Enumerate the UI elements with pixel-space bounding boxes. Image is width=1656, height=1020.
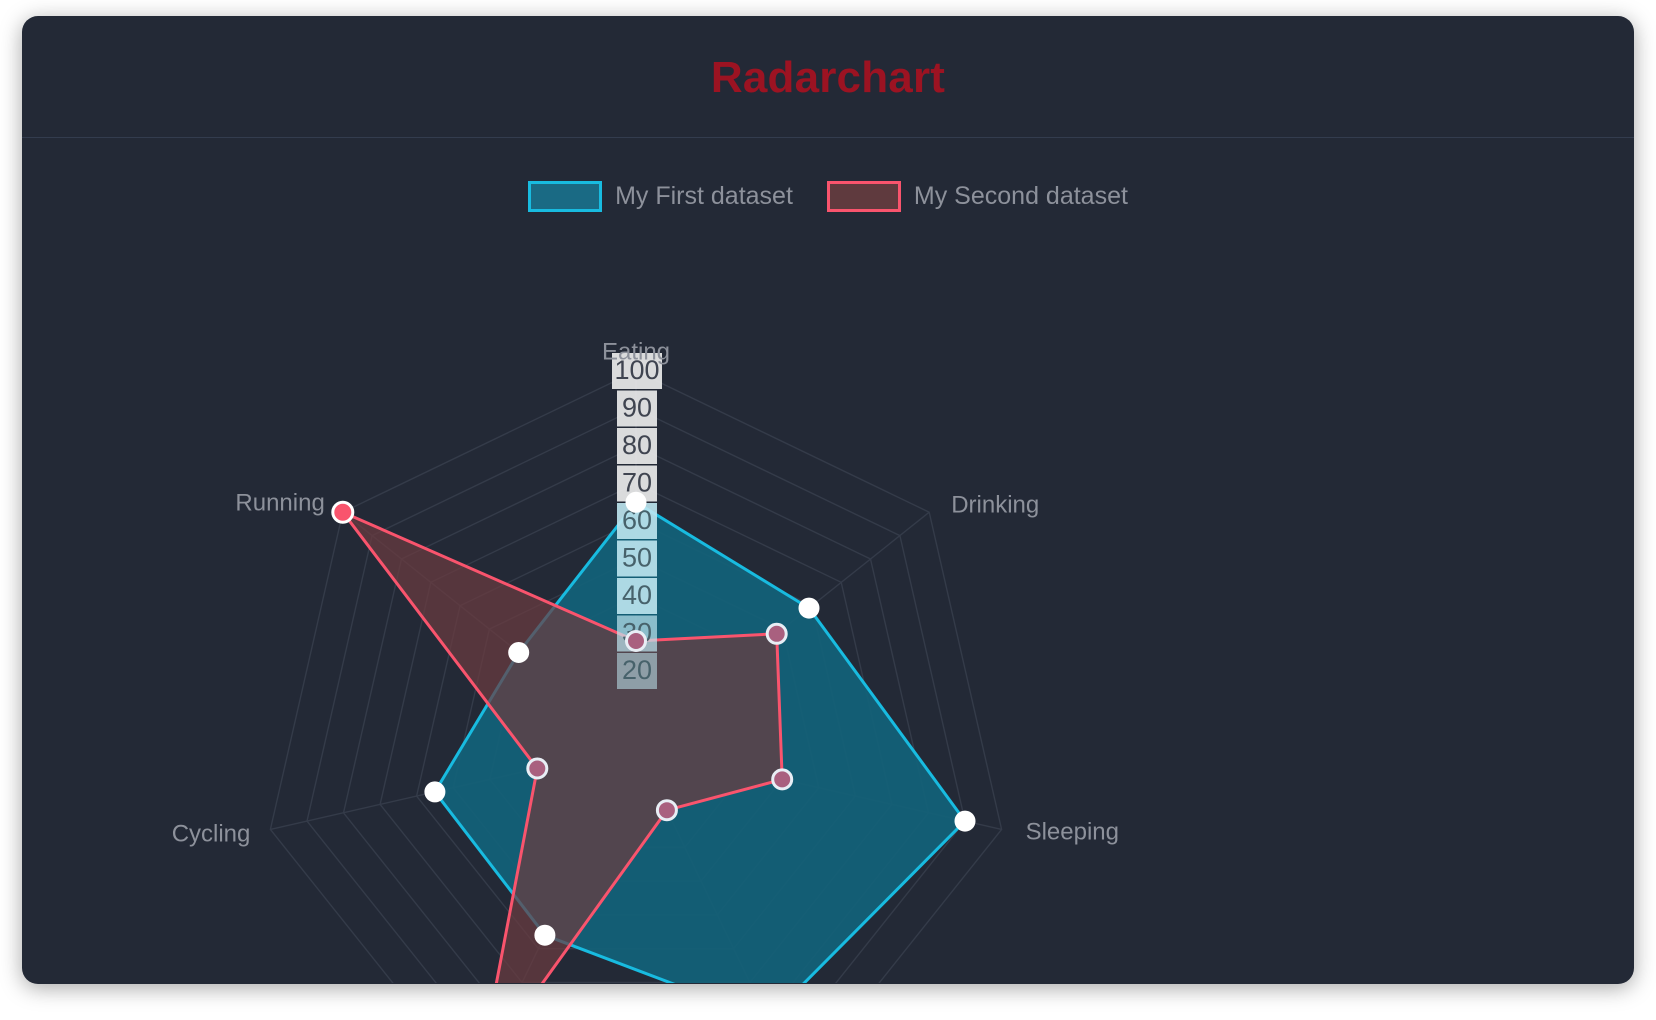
radar-series-2[interactable] bbox=[341, 510, 784, 983]
category-label-running: Running bbox=[235, 490, 324, 517]
legend-label-dataset1: My First dataset bbox=[615, 182, 793, 210]
legend-swatch-dataset2 bbox=[826, 181, 901, 212]
card-header: Radarchart bbox=[22, 16, 1634, 138]
category-labels: EatingDrinkingSleepingDesigningCodingCyc… bbox=[172, 338, 1119, 848]
data-point[interactable] bbox=[655, 799, 678, 822]
legend-swatch-dataset1 bbox=[528, 181, 603, 212]
radar-chart-svg[interactable]: 2030405060708090100EatingDrinkingSleepin… bbox=[22, 138, 1634, 983]
tick-label: 100 bbox=[614, 355, 659, 385]
data-point[interactable] bbox=[771, 768, 794, 791]
data-point[interactable] bbox=[508, 642, 530, 663]
category-label-sleeping: Sleeping bbox=[1026, 819, 1119, 846]
series-1-points[interactable] bbox=[424, 491, 976, 983]
chart-card: Radarchart My First dataset My Second da… bbox=[22, 16, 1634, 984]
grid-ring bbox=[269, 370, 1003, 983]
tick-label-background bbox=[612, 353, 662, 389]
tick-label-background bbox=[617, 428, 657, 464]
chart-legend: My First dataset My Second dataset bbox=[22, 181, 1634, 212]
category-label-drinking: Drinking bbox=[951, 492, 1039, 519]
data-point[interactable] bbox=[798, 597, 820, 619]
tick-label-background bbox=[617, 578, 657, 614]
radial-tick-labels: 2030405060708090100 bbox=[612, 353, 662, 689]
data-point[interactable] bbox=[331, 500, 355, 524]
tick-label: 80 bbox=[622, 430, 652, 460]
tick-label: 50 bbox=[622, 543, 652, 573]
category-label-cycling: Cycling bbox=[172, 821, 251, 848]
tick-label: 40 bbox=[622, 580, 652, 610]
data-point[interactable] bbox=[625, 630, 647, 652]
card-body: My First dataset My Second dataset 20304… bbox=[22, 138, 1634, 983]
tick-label: 20 bbox=[622, 655, 652, 685]
legend-item-dataset1[interactable]: My First dataset bbox=[528, 181, 793, 212]
page-title: Radarchart bbox=[710, 53, 946, 102]
grid-ring bbox=[342, 445, 930, 983]
tick-label-background bbox=[617, 653, 657, 689]
data-point[interactable] bbox=[765, 622, 788, 645]
data-point[interactable] bbox=[424, 781, 446, 803]
data-point[interactable] bbox=[534, 924, 556, 946]
series-2-highlight-points[interactable] bbox=[331, 500, 490, 983]
data-point[interactable] bbox=[954, 810, 976, 832]
grid-ring bbox=[306, 407, 966, 983]
legend-item-dataset2[interactable]: My Second dataset bbox=[826, 181, 1128, 212]
tick-label-background bbox=[617, 540, 657, 577]
legend-label-dataset2: My Second dataset bbox=[913, 182, 1128, 210]
tick-label-background bbox=[617, 390, 657, 427]
tick-label: 90 bbox=[622, 393, 652, 423]
data-point[interactable] bbox=[526, 757, 549, 780]
radar-chart[interactable]: 2030405060708090100EatingDrinkingSleepin… bbox=[22, 138, 1634, 983]
category-label-eating: Eating bbox=[602, 338, 670, 365]
series-area bbox=[341, 510, 784, 983]
data-point[interactable] bbox=[625, 491, 647, 513]
